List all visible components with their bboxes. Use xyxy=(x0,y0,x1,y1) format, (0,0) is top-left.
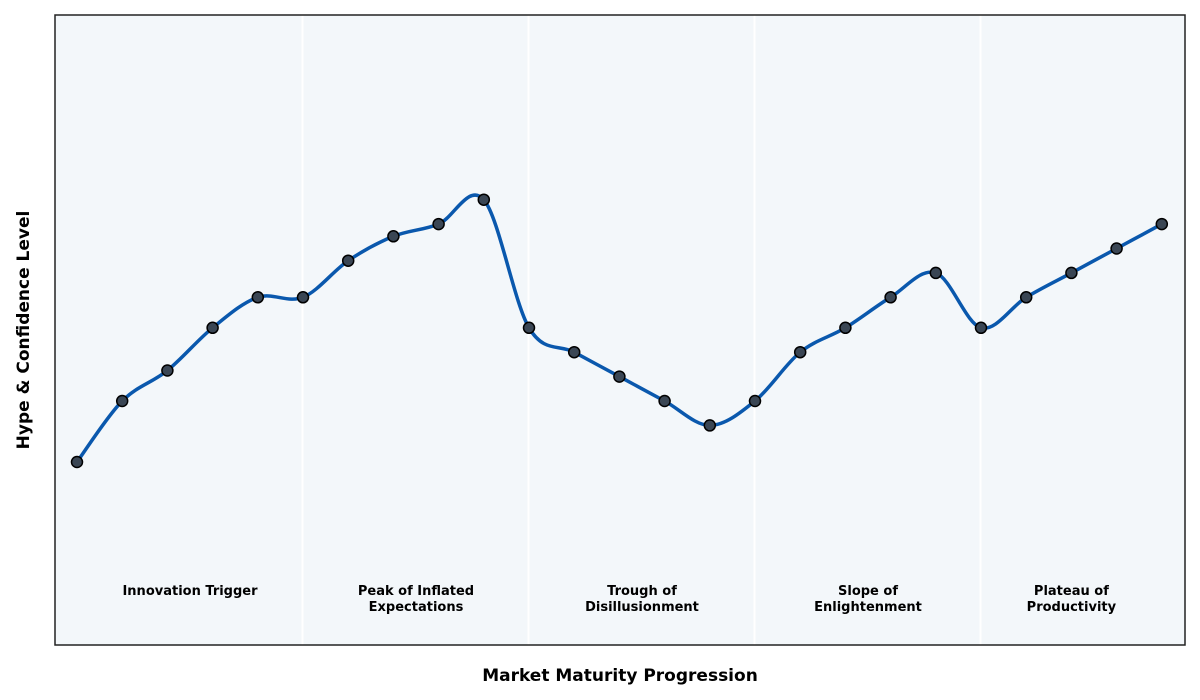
data-point xyxy=(1065,266,1078,280)
data-point xyxy=(929,266,943,280)
phase-label: Slope of xyxy=(838,584,898,599)
phase-label: Plateau of xyxy=(1034,584,1109,599)
data-point xyxy=(658,394,671,408)
plot-area-background xyxy=(55,15,1185,645)
data-point xyxy=(522,321,536,335)
plot-frame xyxy=(54,14,1186,646)
phase-label: Peak of Inflated xyxy=(358,584,474,599)
data-point xyxy=(974,321,988,335)
data-point xyxy=(296,291,310,304)
data-point xyxy=(567,345,581,359)
data-point xyxy=(70,455,84,469)
data-point xyxy=(477,193,491,206)
y-axis-label: Hype & Confidence Level xyxy=(14,211,34,450)
data-point xyxy=(432,217,445,231)
data-point xyxy=(387,230,400,243)
data-point xyxy=(793,345,807,359)
data-point xyxy=(251,291,265,304)
phase-label: Enlightenment xyxy=(814,600,922,615)
data-point xyxy=(115,394,129,408)
data-point xyxy=(206,321,219,335)
data-point xyxy=(884,291,897,304)
data-point xyxy=(341,254,355,267)
phase-label: Innovation Trigger xyxy=(122,584,258,599)
phase-label: Trough of xyxy=(607,584,677,599)
phase-labels: Innovation Trigger Peak of InflatedExpect… xyxy=(122,584,1116,615)
phase-label: Productivity xyxy=(1027,600,1117,615)
phase-label: Expectations xyxy=(369,600,464,615)
data-point-markers xyxy=(70,193,1169,469)
data-point xyxy=(1019,291,1033,304)
phase-label: Disillusionment xyxy=(585,600,699,615)
data-point xyxy=(1110,242,1123,255)
data-point xyxy=(748,394,762,408)
data-point xyxy=(1155,217,1169,231)
x-axis-label: Market Maturity Progression xyxy=(482,666,758,686)
data-point xyxy=(703,419,717,432)
data-point xyxy=(161,364,174,377)
data-point xyxy=(613,370,626,383)
data-point xyxy=(839,321,852,335)
